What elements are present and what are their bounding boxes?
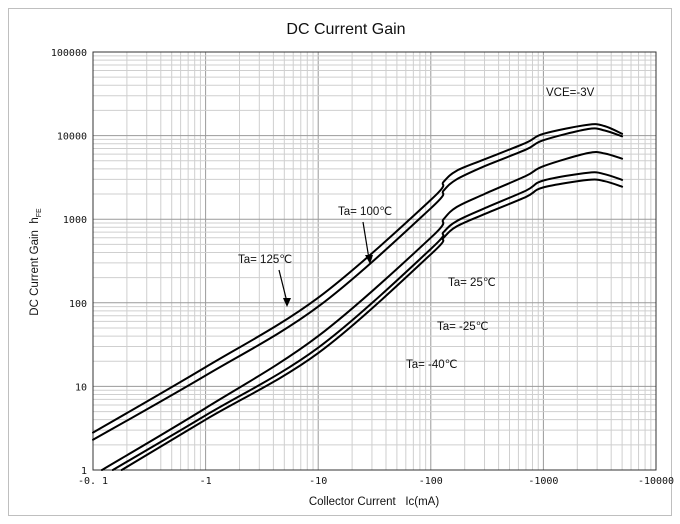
y-axis-label-symbol: h (29, 217, 41, 223)
series-line-2 (100, 150, 624, 471)
series-label-ta-100: Ta= 100℃ (338, 206, 392, 218)
x-tick-label: -0. 1 (78, 476, 108, 487)
y-axis-label-text: DC Current Gain (29, 230, 41, 316)
x-tick-label: -100 (419, 476, 443, 487)
series-label-ta-minus-40: Ta= -40℃ (406, 359, 458, 371)
y-tick-label: 1 (81, 466, 87, 477)
arrow-ta-100 (362, 221, 373, 264)
x-tick-label: -10000 (638, 476, 674, 487)
y-tick-label: 100000 (51, 48, 87, 59)
y-axis-label-subscript: FE (36, 208, 43, 217)
series-layer (92, 123, 624, 471)
condition-label: VCE=-3V (546, 87, 595, 99)
chart-title: DC Current Gain (286, 21, 405, 38)
y-tick-label: 10 (75, 382, 87, 393)
series-label-ta-minus-25: Ta= -25℃ (437, 321, 489, 333)
series-label-ta-25: Ta= 25℃ (448, 277, 496, 289)
series-label-ta-125: Ta= 125℃ (238, 254, 292, 266)
plot-area-border (92, 51, 657, 471)
y-tick-label: 1000 (63, 215, 87, 226)
x-tick-label: -10 (309, 476, 327, 487)
series-line-3 (111, 171, 624, 471)
x-tick-label: -1000 (528, 476, 558, 487)
y-tick-label: 100 (69, 299, 87, 310)
tick-labels: -0. 1 -1 -10 -100 -1000 -10000 1 10 100 1000 10000… (51, 48, 674, 487)
series-line-1 (92, 127, 624, 441)
x-tick-label: -1 (200, 476, 212, 487)
series-line-0 (92, 123, 624, 434)
series-line-4 (120, 178, 624, 471)
chart-frame (8, 8, 672, 516)
x-axis-label: Collector Current Ic(mA) (309, 496, 440, 508)
y-axis-label: DC Current Gain hFE (29, 208, 43, 316)
arrow-ta-125 (278, 269, 291, 307)
y-tick-label: 10000 (57, 132, 87, 143)
svg-text:DC Current Gain hFE: DC Current Gain hFE (29, 208, 43, 316)
